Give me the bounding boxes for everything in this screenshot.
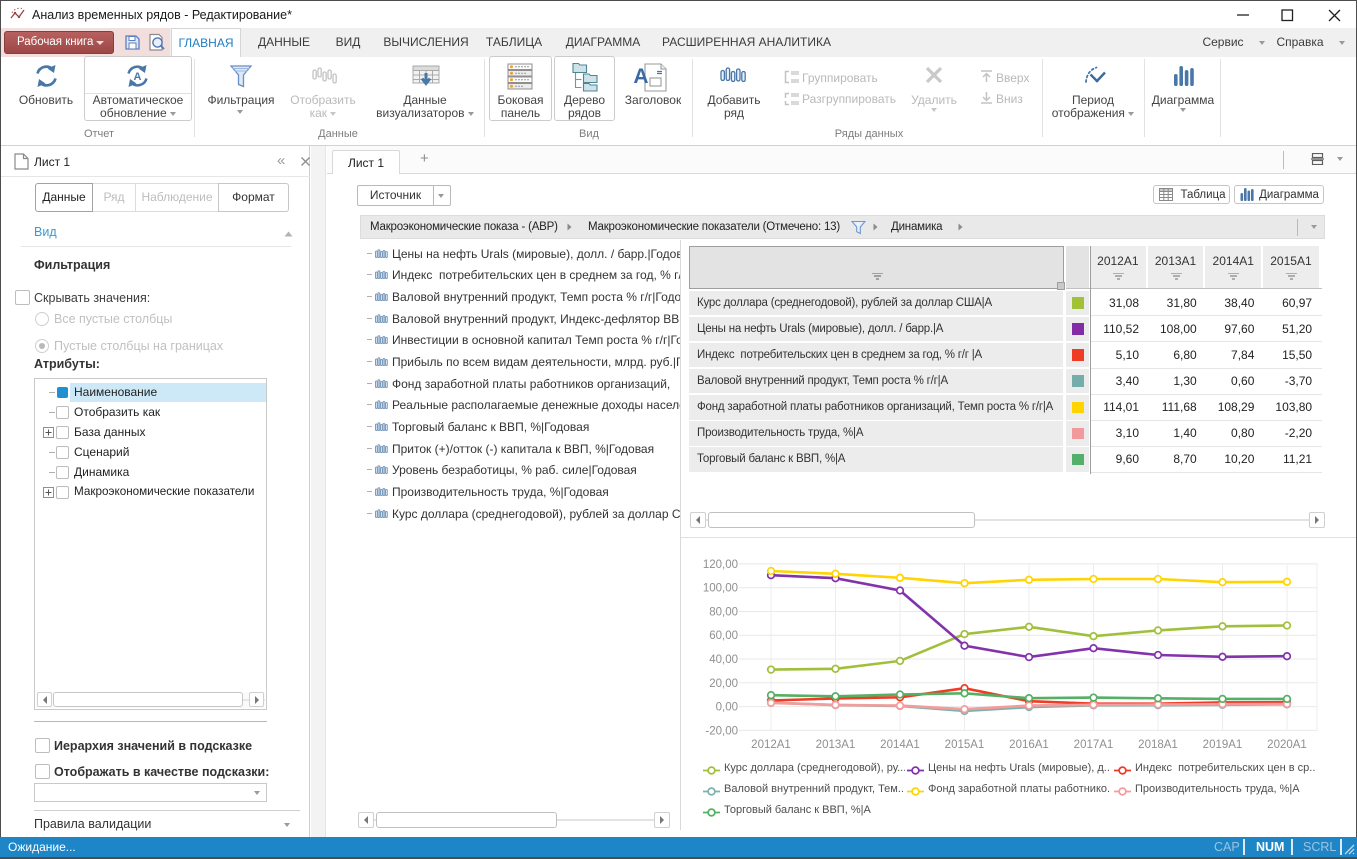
svg-text:100,00: 100,00 — [703, 583, 738, 595]
svg-text:40,00: 40,00 — [709, 654, 738, 666]
svg-text:A: A — [134, 71, 142, 83]
svg-text:60,00: 60,00 — [709, 630, 738, 642]
svg-text:2017A1: 2017A1 — [1074, 739, 1114, 751]
svg-text:2016A1: 2016A1 — [1009, 739, 1049, 751]
svg-text:A: A — [633, 65, 648, 88]
svg-text:80,00: 80,00 — [709, 607, 738, 619]
svg-text:20,00: 20,00 — [709, 678, 738, 690]
svg-text:120,00: 120,00 — [703, 559, 738, 571]
svg-text:2015A1: 2015A1 — [945, 739, 985, 751]
svg-text:2020A1: 2020A1 — [1267, 739, 1307, 751]
svg-text:-20,00: -20,00 — [705, 725, 738, 737]
svg-text:2013A1: 2013A1 — [816, 739, 856, 751]
svg-text:2019A1: 2019A1 — [1203, 739, 1243, 751]
svg-text:2014A1: 2014A1 — [880, 739, 920, 751]
svg-text:0,00: 0,00 — [716, 702, 738, 714]
svg-text:2012A1: 2012A1 — [751, 739, 791, 751]
svg-text:2018A1: 2018A1 — [1138, 739, 1178, 751]
